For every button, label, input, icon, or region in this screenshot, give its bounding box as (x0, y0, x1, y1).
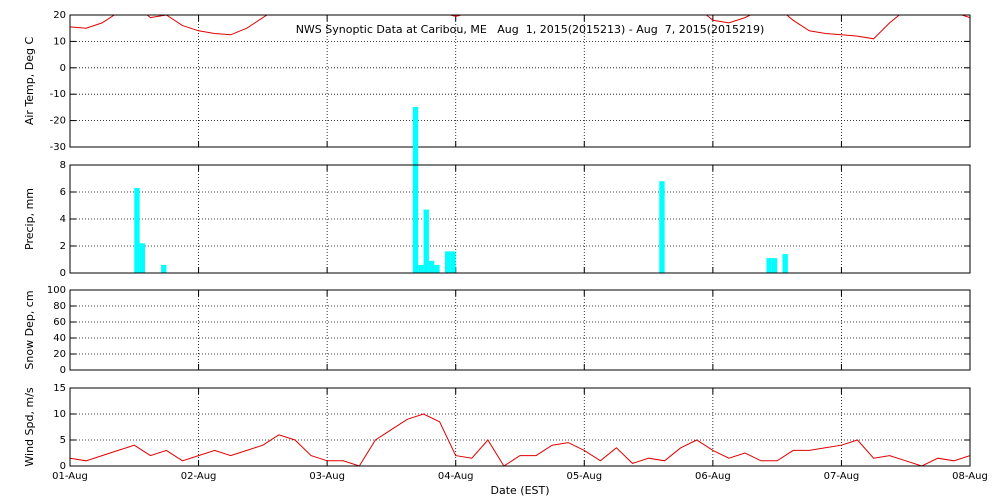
bar (450, 251, 456, 273)
y-tick-label: 0 (60, 365, 66, 376)
y-axis-label: Air Temp, Deg C (23, 37, 36, 126)
bar (423, 209, 429, 273)
y-tick-label: 5 (60, 435, 66, 446)
bar (766, 258, 772, 273)
x-tick-label: 04-Aug (438, 471, 474, 482)
y-tick-label: -10 (50, 89, 66, 100)
bar (659, 181, 665, 273)
y-tick-label: 10 (53, 409, 66, 420)
y-tick-label: 0 (60, 63, 66, 74)
y-tick-label: -20 (50, 116, 66, 127)
frame (69, 387, 971, 467)
frame (69, 289, 971, 371)
y-tick-label: 2 (60, 241, 66, 252)
bar (412, 106, 419, 273)
y-tick-label: 8 (60, 160, 66, 171)
bar (771, 258, 778, 273)
y-axis-label: Snow Dep, cm (23, 290, 36, 369)
y-tick-label: 100 (47, 285, 66, 296)
frame (69, 164, 971, 274)
bar (782, 254, 788, 273)
y-tick-label: 20 (53, 349, 66, 360)
y-tick-label: -30 (50, 142, 66, 153)
line (70, 413, 970, 466)
y-tick-label: 6 (60, 187, 66, 198)
chart-title: NWS Synoptic Data at Caribou, ME Aug 1, … (296, 23, 765, 36)
x-tick-label: 05-Aug (566, 471, 602, 482)
x-tick-label: 08-Aug (952, 471, 988, 482)
y-tick-label: 10 (53, 36, 66, 47)
y-tick-label: 80 (53, 301, 66, 312)
bar (139, 243, 145, 273)
y-axis-label: Precip, mm (23, 188, 36, 250)
y-tick-label: 0 (60, 268, 66, 279)
y-tick-label: 40 (53, 333, 66, 344)
x-tick-label: 02-Aug (181, 471, 217, 482)
frame (69, 14, 971, 148)
bar (445, 251, 451, 273)
bar (418, 264, 424, 273)
x-tick-label: 03-Aug (309, 471, 345, 482)
bar (428, 260, 435, 273)
x-tick-label: 06-Aug (695, 471, 731, 482)
y-tick-label: 60 (53, 317, 66, 328)
y-tick-label: 15 (53, 383, 66, 394)
x-tick-label: 07-Aug (824, 471, 860, 482)
y-tick-label: 0 (60, 461, 66, 472)
bar (434, 264, 440, 273)
x-axis-label: Date (EST) (490, 484, 549, 497)
x-tick-label: 01-Aug (52, 471, 88, 482)
y-axis-label: Wind Spd, m/s (23, 387, 36, 467)
line (70, 15, 970, 40)
bar (161, 264, 167, 273)
bar (134, 187, 140, 273)
y-tick-label: 20 (53, 10, 66, 21)
y-tick-label: 4 (60, 214, 66, 225)
